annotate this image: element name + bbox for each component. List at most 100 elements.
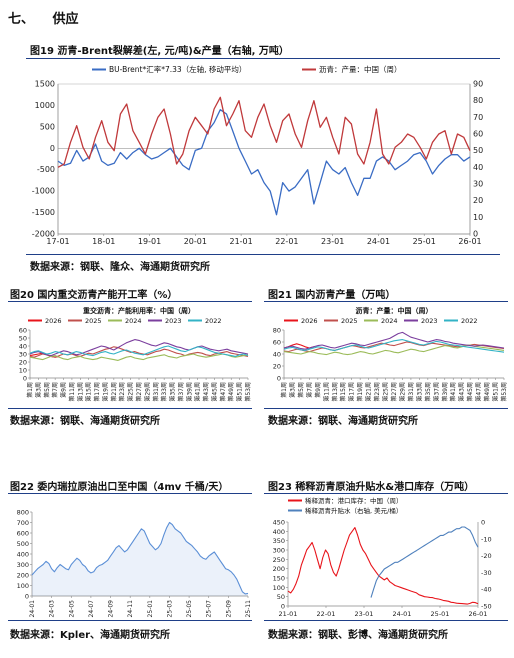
x-tick-label: 第37周 — [177, 382, 185, 402]
figure19-rule-bottom — [26, 254, 500, 255]
series-line-沥青：产量：中国（周） — [57, 96, 471, 168]
legend-label: 2022 — [205, 317, 222, 325]
figure23-title: 图23 稀释沥青原油升贴水&港口库存（万吨） — [268, 482, 475, 493]
chart-inner-title: 重交沥青：产能利用率：中国（周） — [83, 306, 195, 315]
x-tick-label: 第49周 — [483, 382, 491, 402]
x-tick-label: 第45周 — [466, 382, 474, 402]
x-tick-label: 第35周 — [424, 382, 432, 402]
legend-label: 2022 — [461, 317, 478, 325]
y-tick-label: 0 — [25, 593, 29, 601]
x-tick-label: 第31周 — [152, 382, 160, 402]
x-tick-label: 18-01 — [92, 237, 115, 246]
legend-label: 2026 — [301, 317, 318, 325]
y-tick-label: 700 — [17, 519, 29, 527]
y-right-tick-label: -10 — [481, 535, 492, 543]
y-tick-label: -500 — [37, 165, 55, 174]
legend-label: 稀释沥青：港口库存：中国（周） — [305, 496, 403, 505]
x-tick-label: 21-01 — [279, 610, 298, 618]
legend-label: 2024 — [125, 317, 142, 325]
x-tick-label: 第47周 — [475, 382, 483, 402]
section-number: 七、 — [8, 12, 35, 27]
figure21-rule-bottom — [264, 408, 508, 409]
figure21-source: 数据来源：钢联、海通期货研究所 — [268, 416, 418, 427]
x-tick-label: 24-01 — [29, 600, 36, 618]
figure22-source: 数据来源：Kpler、海通期货研究所 — [10, 630, 171, 641]
y-tick-label: 0 — [277, 375, 281, 383]
y-right-tick-label: 0 — [481, 519, 485, 527]
y-tick-label: 20 — [19, 359, 27, 367]
x-tick-label: 第27周 — [390, 382, 398, 402]
figure22-title: 图22 委内瑞拉原油出口至中国（4mv 千桶/天） — [10, 482, 229, 493]
x-tick-label: 23-01 — [321, 237, 344, 246]
y-tick-label: 400 — [17, 551, 29, 559]
x-tick-label: 第27周 — [135, 382, 143, 402]
legend-label: 2025 — [85, 317, 102, 325]
x-tick-label: 第21周 — [365, 382, 373, 402]
x-tick-label: 第19周 — [101, 382, 109, 402]
y-right-tick-label: 40 — [473, 163, 483, 172]
x-tick-label: 第45周 — [210, 382, 218, 402]
x-tick-label: 第5周 — [43, 382, 51, 398]
figure23-source: 数据来源：钢联、彭博、海通期货研究所 — [268, 630, 448, 641]
x-tick-label: 19-01 — [138, 237, 161, 246]
figure21-title: 图21 国内沥青产量（万吨） — [268, 290, 396, 301]
x-tick-label: 25-01 — [431, 610, 450, 618]
x-tick-label: 第33周 — [415, 382, 423, 402]
figure20-rule-bottom — [8, 408, 252, 409]
x-tick-label: 第37周 — [432, 382, 440, 402]
figure19-source: 数据来源：钢联、隆众、海通期货研究所 — [30, 262, 210, 273]
x-tick-label: 第9周 — [314, 382, 322, 398]
x-tick-label: 第7周 — [51, 382, 59, 398]
x-tick-label: 24-11 — [127, 600, 134, 618]
x-tick-label: 第39周 — [185, 382, 193, 402]
y-right-tick-label: 0 — [473, 230, 478, 239]
x-tick-label: 第1周 — [280, 382, 288, 398]
x-tick-label: 24-05 — [68, 600, 75, 618]
x-tick-label: 第39周 — [441, 382, 449, 402]
legend-label: 2026 — [45, 317, 62, 325]
x-tick-label: 第31周 — [407, 382, 415, 402]
x-tick-label: 25-05 — [186, 600, 193, 618]
series-line-2022 — [29, 345, 249, 357]
y-tick-label: 60 — [19, 327, 27, 335]
y-right-tick-label: 20 — [473, 196, 483, 205]
x-tick-label: 25-01 — [413, 237, 436, 246]
series-line-BU-Brent*汇率*7.33（左轴, 移动平均） — [57, 109, 471, 216]
x-tick-label: 第47周 — [219, 382, 227, 402]
x-tick-label: 第25周 — [127, 382, 135, 402]
y-tick-label: 20 — [273, 363, 281, 371]
y-tick-label: -1000 — [32, 187, 55, 196]
x-tick-label: 第3周 — [34, 382, 42, 398]
series-line-series — [31, 521, 249, 595]
y-tick-label: 100 — [273, 584, 285, 592]
x-tick-label: 第21周 — [110, 382, 118, 402]
y-right-tick-label: 90 — [473, 80, 483, 89]
x-tick-label: 第29周 — [398, 382, 406, 402]
x-tick-label: 25-11 — [245, 600, 252, 618]
figure20-rule — [8, 301, 252, 302]
x-tick-label: 第17周 — [93, 382, 101, 402]
y-right-tick-label: -50 — [481, 603, 492, 611]
x-tick-label: 第53周 — [244, 382, 252, 402]
series-line-2024 — [29, 353, 249, 361]
y-tick-label: 200 — [17, 572, 29, 580]
x-tick-label: 20-01 — [184, 237, 207, 246]
figure19-title: 图19 沥青-Brent裂解差(左, 元/吨)&产量（右轴, 万吨） — [30, 46, 289, 57]
y-right-tick-label: 30 — [473, 180, 483, 189]
y-tick-label: 200 — [273, 565, 285, 573]
y-tick-label: 80 — [273, 327, 281, 335]
y-tick-label: 100 — [17, 582, 29, 590]
x-tick-label: 第43周 — [458, 382, 466, 402]
y-right-tick-label: 80 — [473, 96, 483, 105]
series-line-2023 — [29, 339, 249, 357]
series-line-稀释沥青：港口库存：中国（周） — [287, 527, 479, 605]
figure22-rule — [8, 493, 252, 494]
chart-figure21: 0 20 40 60 80 第1周 第3周 第5周 第7周 第9周 第11周 第13周 第15周 第17周… — [273, 306, 508, 402]
x-tick-label: 24-07 — [88, 600, 95, 618]
figure21-rule — [264, 301, 508, 302]
y-tick-label: 1000 — [35, 101, 55, 110]
y-right-tick-label: 70 — [473, 113, 483, 122]
x-tick-label: 第53周 — [500, 382, 508, 402]
y-tick-label: 500 — [40, 122, 55, 131]
